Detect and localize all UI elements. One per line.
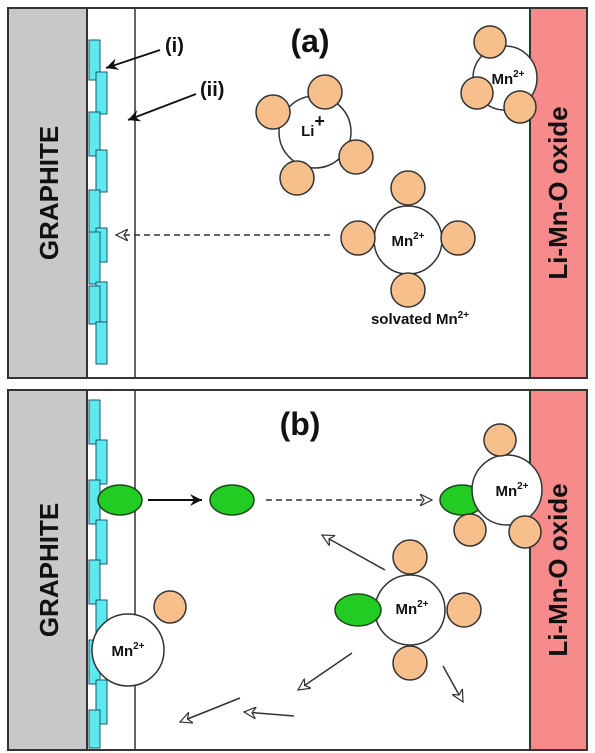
- panel-label: (a): [290, 23, 329, 59]
- anode-label: GRAPHITE: [34, 503, 64, 637]
- panel-a: GRAPHITE Li-Mn-O oxide (a) (i) (ii) Li+ …: [8, 8, 587, 378]
- diagram: GRAPHITE Li-Mn-O oxide (a) (i) (ii) Li+ …: [0, 0, 595, 753]
- panel-label: (b): [280, 406, 321, 442]
- ligand: [98, 485, 142, 515]
- panel-b: GRAPHITE Li-Mn-O oxide (b) Mn2+ Mn2+ Mn2…: [8, 390, 587, 750]
- cathode-label: Li-Mn-O oxide: [543, 106, 573, 279]
- cathode-label: Li-Mn-O oxide: [543, 483, 573, 656]
- ligand: [210, 485, 254, 515]
- callout: (i): [165, 35, 184, 57]
- callout: (ii): [200, 79, 224, 101]
- anode-label: GRAPHITE: [34, 126, 64, 260]
- caption: solvated Mn2+: [371, 310, 469, 328]
